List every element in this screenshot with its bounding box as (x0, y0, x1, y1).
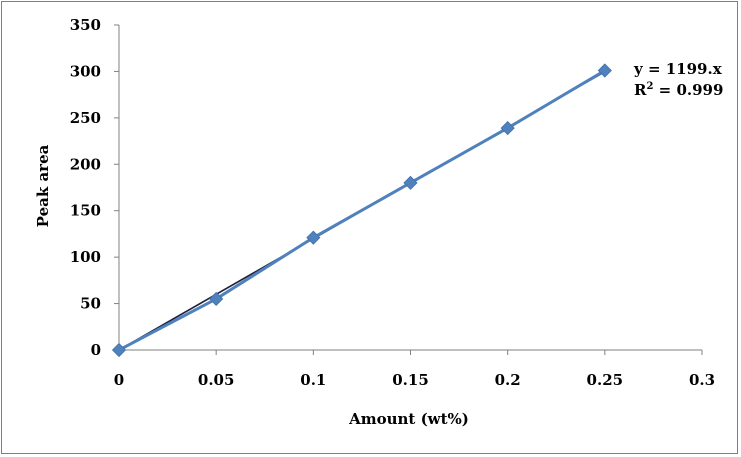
y-tick-label: 150 (70, 202, 101, 220)
x-axis-ticks: 0 0.05 0.1 0.15 0.2 0.25 0.3 (114, 350, 715, 389)
r-squared-suffix: = 0.999 (653, 81, 723, 99)
x-axis-title: Amount (wt%) (348, 410, 469, 428)
x-tick-label: 0.3 (689, 371, 715, 389)
y-tick-label: 0 (91, 341, 101, 359)
series-layer (111, 63, 612, 358)
r-squared-prefix: R (634, 81, 647, 99)
data-point (403, 175, 418, 190)
r-squared-label: R2 = 0.999 (634, 81, 723, 99)
y-tick-label: 250 (70, 109, 101, 127)
y-axis-ticks: 0 50 100 150 200 250 300 350 (70, 16, 119, 359)
x-tick-label: 0.2 (495, 371, 521, 389)
data-point (306, 230, 321, 245)
y-axis-title: Peak area (34, 144, 52, 227)
y-tick-label: 100 (70, 248, 101, 266)
x-tick-label: 0.15 (392, 371, 429, 389)
y-tick-label: 200 (70, 155, 101, 173)
y-tick-label: 350 (70, 16, 101, 34)
x-tick-label: 0.05 (198, 371, 235, 389)
data-point (597, 63, 612, 78)
data-point (500, 121, 515, 136)
r-squared-superscript: 2 (646, 81, 653, 92)
data-point (111, 342, 127, 358)
y-tick-label: 300 (70, 62, 101, 80)
data-point (209, 291, 224, 306)
x-tick-label: 0.25 (587, 371, 624, 389)
series-line (118, 69, 606, 352)
x-tick-label: 0 (114, 371, 124, 389)
y-tick-label: 50 (80, 295, 101, 313)
trendline-equation: y = 1199.x (633, 60, 723, 78)
x-tick-label: 0.1 (300, 371, 326, 389)
